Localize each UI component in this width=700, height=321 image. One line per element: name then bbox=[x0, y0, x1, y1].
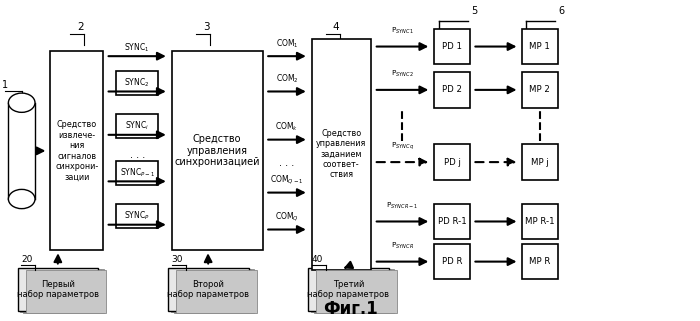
Bar bbox=[174, 269, 254, 313]
Text: COM$_{Q}$: COM$_{Q}$ bbox=[275, 210, 299, 223]
Text: COM$_{Q-1}$: COM$_{Q-1}$ bbox=[270, 173, 304, 186]
Text: P$_{SYNCq}$: P$_{SYNCq}$ bbox=[391, 140, 414, 152]
Bar bbox=[434, 204, 470, 239]
Text: MP j: MP j bbox=[531, 158, 549, 167]
Text: 30: 30 bbox=[172, 255, 183, 264]
Text: MP R-1: MP R-1 bbox=[525, 217, 554, 226]
Bar bbox=[116, 160, 158, 185]
Text: Второй
набор параметров: Второй набор параметров bbox=[167, 280, 249, 299]
Bar bbox=[434, 244, 470, 279]
Bar bbox=[168, 268, 248, 311]
Text: MP 2: MP 2 bbox=[529, 85, 550, 94]
Ellipse shape bbox=[8, 93, 35, 112]
Bar bbox=[23, 269, 104, 313]
Bar bbox=[312, 39, 371, 270]
Text: Третий
набор параметров: Третий набор параметров bbox=[307, 280, 389, 299]
Text: PD R-1: PD R-1 bbox=[438, 217, 467, 226]
Bar bbox=[434, 72, 470, 108]
Text: SYNC$_{P-1}$: SYNC$_{P-1}$ bbox=[120, 167, 155, 179]
Bar bbox=[116, 114, 158, 138]
Bar bbox=[314, 269, 394, 313]
Text: 3: 3 bbox=[203, 22, 210, 32]
Text: P$_{SYNC1}$: P$_{SYNC1}$ bbox=[391, 25, 414, 36]
Bar bbox=[434, 29, 470, 64]
Bar bbox=[434, 144, 470, 180]
Text: 2: 2 bbox=[77, 22, 84, 32]
Bar bbox=[176, 270, 257, 313]
Text: 1: 1 bbox=[2, 80, 8, 90]
Bar bbox=[522, 144, 558, 180]
Text: COM$_{k}$: COM$_{k}$ bbox=[275, 121, 299, 133]
Bar bbox=[316, 270, 397, 313]
Bar bbox=[18, 268, 98, 311]
Text: MP R: MP R bbox=[529, 257, 550, 266]
Text: · · ·: · · · bbox=[279, 161, 295, 171]
Bar bbox=[116, 71, 158, 95]
Bar bbox=[116, 204, 158, 228]
Text: Средство
управления
заданием
соответ-
ствия: Средство управления заданием соответ- ст… bbox=[316, 129, 366, 179]
Text: MP 1: MP 1 bbox=[529, 42, 550, 51]
Text: 40: 40 bbox=[312, 255, 323, 264]
Text: SYNC$_{i}$: SYNC$_{i}$ bbox=[125, 120, 149, 132]
Text: PD j: PD j bbox=[444, 158, 461, 167]
Text: P$_{SYNC2}$: P$_{SYNC2}$ bbox=[391, 69, 414, 79]
Bar bbox=[522, 204, 558, 239]
Text: PD 1: PD 1 bbox=[442, 42, 462, 51]
Text: Средство
извлече-
ния
сигналов
синхрони-
зации: Средство извлече- ния сигналов синхрони-… bbox=[55, 120, 98, 181]
Text: PD 2: PD 2 bbox=[442, 85, 462, 94]
Bar bbox=[172, 51, 262, 250]
Text: Средство
управления
синхронизацией: Средство управления синхронизацией bbox=[174, 134, 260, 168]
Text: COM$_{1}$: COM$_{1}$ bbox=[276, 37, 298, 49]
Bar bbox=[308, 268, 388, 311]
Bar bbox=[311, 269, 391, 312]
Bar bbox=[522, 29, 558, 64]
Bar bbox=[50, 51, 103, 250]
Bar bbox=[20, 269, 101, 312]
Bar bbox=[522, 72, 558, 108]
Text: COM$_{2}$: COM$_{2}$ bbox=[276, 73, 298, 85]
Text: P$_{SYNCR}$: P$_{SYNCR}$ bbox=[391, 240, 414, 251]
Bar bbox=[171, 269, 251, 312]
Text: SYNC$_{2}$: SYNC$_{2}$ bbox=[125, 77, 150, 89]
Bar bbox=[522, 244, 558, 279]
Text: Первый
набор параметров: Первый набор параметров bbox=[17, 280, 99, 299]
Text: SYNC$_{P}$: SYNC$_{P}$ bbox=[125, 210, 150, 222]
Text: PD R: PD R bbox=[442, 257, 463, 266]
Bar bbox=[26, 270, 106, 313]
Text: Фиг.1: Фиг.1 bbox=[323, 300, 377, 318]
Text: 4: 4 bbox=[332, 22, 340, 32]
Text: SYNC$_{1}$: SYNC$_{1}$ bbox=[125, 42, 150, 54]
Text: P$_{SYNCR-1}$: P$_{SYNCR-1}$ bbox=[386, 200, 419, 211]
Text: · · ·: · · · bbox=[130, 153, 145, 163]
Text: 6: 6 bbox=[559, 6, 565, 16]
Ellipse shape bbox=[8, 189, 35, 209]
Text: 20: 20 bbox=[21, 255, 32, 264]
Text: 5: 5 bbox=[471, 6, 477, 16]
